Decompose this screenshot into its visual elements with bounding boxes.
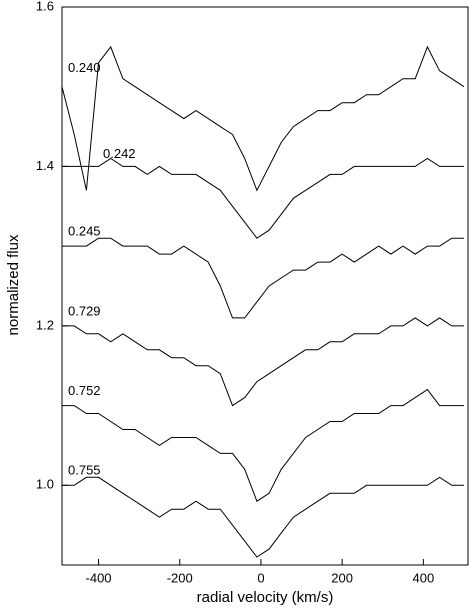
series-label: 0.242 [103, 146, 136, 161]
series-label: 0.729 [68, 303, 101, 318]
spectrum-line [62, 476, 464, 558]
plot-frame [61, 6, 469, 566]
series-label: 0.752 [68, 383, 101, 398]
y-tick-label: 1.6 [36, 0, 54, 13]
spectrum-line [62, 317, 464, 407]
spectrum-line [62, 388, 464, 502]
series-label: 0.245 [68, 224, 101, 239]
x-axis-title: radial velocity (km/s) [197, 589, 334, 606]
spectrum-line [62, 237, 464, 319]
x-tick-label: 0 [257, 570, 264, 585]
x-tick-label: -200 [167, 570, 193, 585]
y-axis-title: normalized flux [5, 234, 22, 335]
series-label: 0.755 [68, 463, 101, 478]
y-tick-label: 1.4 [36, 158, 54, 173]
y-tick-label: 1.0 [36, 477, 54, 492]
x-tick-label: 200 [331, 570, 353, 585]
x-tick-label: 400 [412, 570, 434, 585]
spectrum-line [62, 157, 464, 239]
y-tick-label: 1.2 [36, 317, 54, 332]
series-label: 0.240 [68, 60, 101, 75]
x-tick-label: -400 [86, 570, 112, 585]
spectrum-line [61, 45, 465, 192]
